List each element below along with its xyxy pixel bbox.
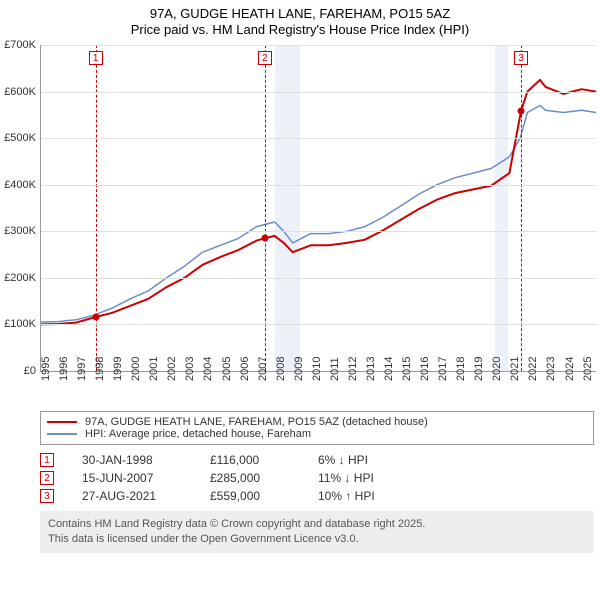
title-line1: 97A, GUDGE HEATH LANE, FAREHAM, PO15 5AZ bbox=[0, 6, 600, 21]
footer-line1: Contains HM Land Registry data © Crown c… bbox=[48, 517, 586, 532]
y-axis-label: £700K bbox=[0, 39, 36, 51]
sale-marker-dot bbox=[92, 313, 99, 320]
event-date: 27-AUG-2021 bbox=[82, 489, 182, 503]
sale-marker-line bbox=[521, 45, 522, 371]
event-price: £116,000 bbox=[210, 453, 290, 467]
sale-marker-box: 3 bbox=[514, 51, 528, 65]
x-axis-label: 2025 bbox=[582, 357, 600, 381]
y-axis-label: £400K bbox=[0, 179, 36, 191]
title-line2: Price paid vs. HM Land Registry's House … bbox=[0, 22, 600, 37]
event-diff: 10% ↑ HPI bbox=[318, 489, 408, 503]
event-row: 3 27-AUG-2021 £559,000 10% ↑ HPI bbox=[40, 489, 594, 503]
sale-marker-box: 1 bbox=[89, 51, 103, 65]
y-axis-label: £600K bbox=[0, 86, 36, 98]
legend-swatch bbox=[47, 421, 77, 423]
gridline bbox=[40, 92, 596, 93]
event-row: 1 30-JAN-1998 £116,000 6% ↓ HPI bbox=[40, 453, 594, 467]
gridline bbox=[40, 138, 596, 139]
sale-marker-box: 2 bbox=[258, 51, 272, 65]
gridline bbox=[40, 185, 596, 186]
sale-marker-dot bbox=[261, 235, 268, 242]
event-marker: 2 bbox=[40, 471, 54, 485]
event-diff: 6% ↓ HPI bbox=[318, 453, 408, 467]
plot-area: 1 2 3 bbox=[40, 45, 596, 371]
y-axis-label: £200K bbox=[0, 272, 36, 284]
line-chart: 1 2 3 £0 £100K £200K £300K £400K £500K £600K £700… bbox=[0, 37, 600, 407]
legend-label: 97A, GUDGE HEATH LANE, FAREHAM, PO15 5AZ… bbox=[85, 416, 428, 428]
event-price: £559,000 bbox=[210, 489, 290, 503]
legend-item: 97A, GUDGE HEATH LANE, FAREHAM, PO15 5AZ… bbox=[47, 416, 587, 428]
y-axis-label: £500K bbox=[0, 132, 36, 144]
y-axis-label: £100K bbox=[0, 318, 36, 330]
event-marker: 3 bbox=[40, 489, 54, 503]
y-axis-label: £300K bbox=[0, 225, 36, 237]
event-marker: 1 bbox=[40, 453, 54, 467]
event-diff: 11% ↓ HPI bbox=[318, 471, 408, 485]
attribution-footer: Contains HM Land Registry data © Crown c… bbox=[40, 511, 594, 553]
sale-events-table: 1 30-JAN-1998 £116,000 6% ↓ HPI 2 15-JUN-2007… bbox=[40, 453, 594, 503]
event-date: 15-JUN-2007 bbox=[82, 471, 182, 485]
footer-line2: This data is licensed under the Open Gov… bbox=[48, 532, 586, 547]
chart-svg bbox=[40, 45, 596, 371]
event-row: 2 15-JUN-2007 £285,000 11% ↓ HPI bbox=[40, 471, 594, 485]
gridline bbox=[40, 45, 596, 46]
legend-swatch bbox=[47, 433, 77, 435]
gridline bbox=[40, 231, 596, 232]
sale-marker-dot bbox=[518, 107, 525, 114]
legend-label: HPI: Average price, detached house, Fare… bbox=[85, 428, 311, 440]
gridline bbox=[40, 278, 596, 279]
event-date: 30-JAN-1998 bbox=[82, 453, 182, 467]
sale-marker-line bbox=[96, 45, 97, 371]
gridline bbox=[40, 324, 596, 325]
chart-title: 97A, GUDGE HEATH LANE, FAREHAM, PO15 5AZ… bbox=[0, 0, 600, 37]
legend: 97A, GUDGE HEATH LANE, FAREHAM, PO15 5AZ… bbox=[40, 411, 594, 445]
y-axis-label: £0 bbox=[0, 365, 36, 377]
series-price bbox=[40, 80, 596, 325]
legend-item: HPI: Average price, detached house, Fare… bbox=[47, 428, 587, 440]
event-price: £285,000 bbox=[210, 471, 290, 485]
sale-marker-line bbox=[265, 45, 266, 371]
